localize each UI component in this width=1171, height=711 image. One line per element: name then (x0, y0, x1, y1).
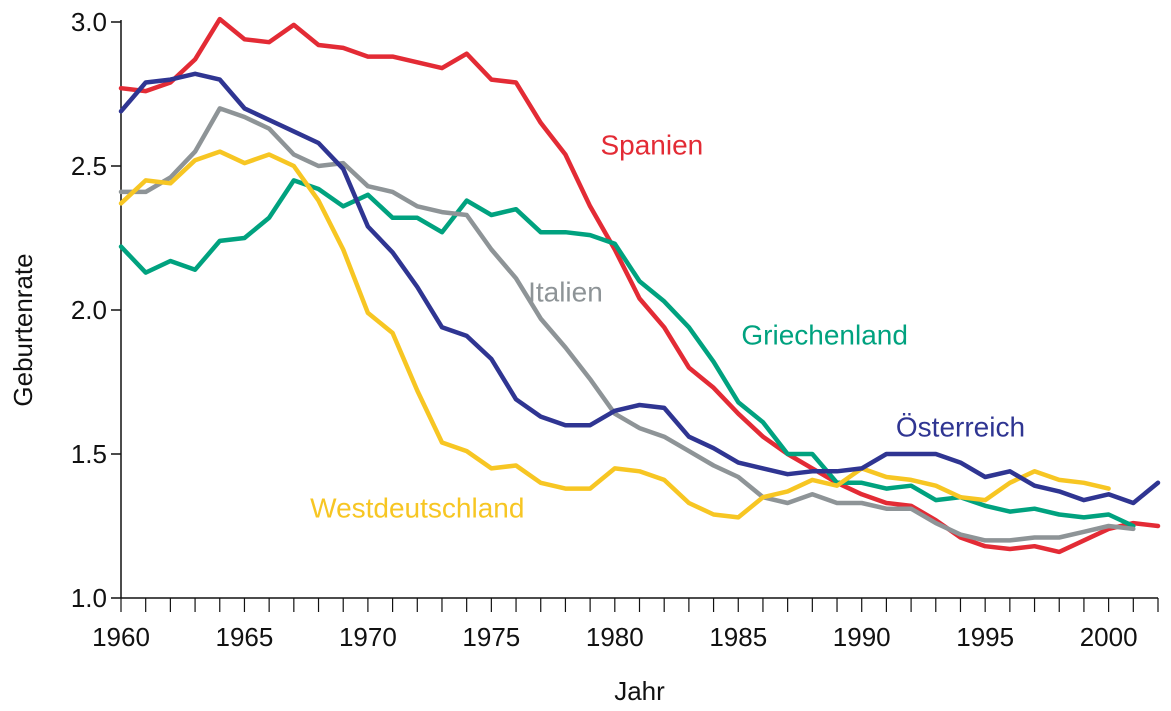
x-tick-label: 1975 (462, 622, 520, 652)
series-label-griechenland: Griechenland (741, 320, 908, 351)
axes: 1.0 1.5 2.0 2.5 3.0 1960 1965 1970 1975 1980 1985 1… (71, 7, 1159, 652)
x-tick-label: 2000 (1080, 622, 1138, 652)
x-tick-label: 1985 (709, 622, 767, 652)
y-tick-label: 2.0 (71, 295, 107, 325)
series-lines (118, 16, 1161, 555)
series-label-italien: Italien (528, 276, 603, 307)
x-tick-label: 1990 (833, 622, 891, 652)
series-line-sterreich (118, 71, 1161, 506)
y-tick-label: 1.0 (71, 583, 107, 613)
series-line-spanien (118, 16, 1161, 555)
series-line-westdeutschland (118, 149, 1111, 520)
x-tick-label: 1995 (956, 622, 1014, 652)
x-axis-title: Jahr (614, 676, 665, 706)
x-tick-label: 1970 (339, 622, 397, 652)
series-label-westdeutschland: Westdeutschland (310, 492, 524, 523)
x-tick-label: 1980 (586, 622, 644, 652)
y-tick-label: 2.5 (71, 151, 107, 181)
y-tick-label: 3.0 (71, 7, 107, 37)
series-line-italien (118, 106, 1136, 543)
x-tick-label: 1960 (92, 622, 150, 652)
series-label-sterreich: Österreich (896, 412, 1025, 443)
series-labels: Spanien Griechenland Italien Westdeutschlan… (310, 129, 1025, 523)
y-tick-label: 1.5 (71, 439, 107, 469)
series-label-spanien: Spanien (600, 129, 703, 160)
x-tick-label: 1965 (216, 622, 274, 652)
y-axis-title: Geburtenrate (8, 253, 38, 406)
